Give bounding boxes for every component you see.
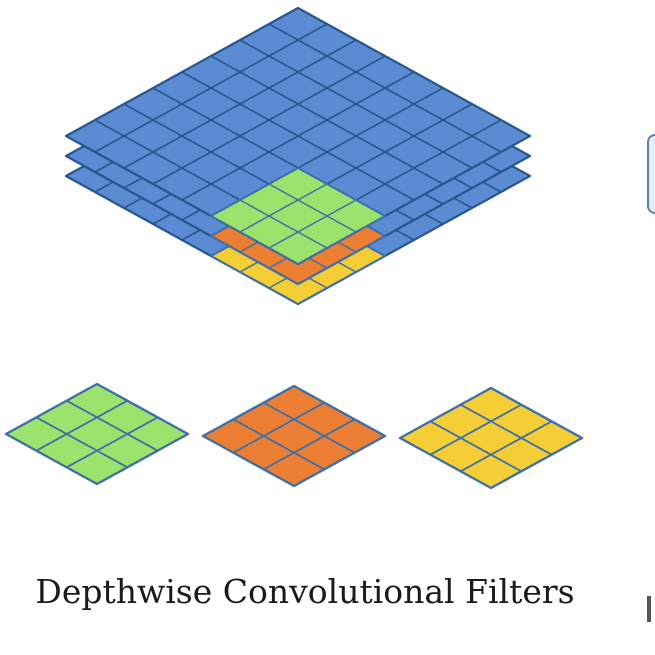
- filter-green-gridline: [35, 416, 128, 469]
- filter-yellow: [398, 386, 584, 490]
- input-channel-1-gridline: [181, 71, 415, 201]
- overlay-filter-green: [209, 166, 387, 266]
- filter-row: [4, 382, 584, 490]
- filter-orange-gridline: [232, 418, 325, 471]
- filter-orange: [201, 384, 387, 488]
- filter-yellow-gridline: [429, 403, 522, 456]
- overlay-filter-green-gridline: [239, 183, 328, 233]
- overlay-filter-green-gridline: [239, 199, 328, 249]
- filter-yellow-gridline: [460, 420, 553, 473]
- input-feature-stack: [64, 6, 532, 306]
- filter-yellow-face: [398, 386, 584, 490]
- overlay-filter-green-gridline: [268, 183, 357, 233]
- filter-green: [4, 382, 190, 486]
- filter-green-gridline: [35, 399, 128, 452]
- adjacent-panel-edge: [647, 134, 655, 214]
- filter-green-face: [4, 382, 190, 486]
- filter-orange-face: [201, 384, 387, 488]
- filter-orange-gridline: [263, 401, 356, 454]
- filter-yellow-gridline: [429, 420, 522, 473]
- filter-yellow-gridline: [460, 403, 553, 456]
- overlay-filter-green-gridline: [268, 199, 357, 249]
- filter-green-gridline: [66, 399, 159, 452]
- adjacent-caption-edge: [647, 596, 651, 622]
- filter-green-gridline: [66, 416, 159, 469]
- filter-orange-gridline: [263, 418, 356, 471]
- diagram-caption: Depthwise Convolutional Filters: [35, 572, 575, 611]
- filter-orange-gridline: [232, 401, 325, 454]
